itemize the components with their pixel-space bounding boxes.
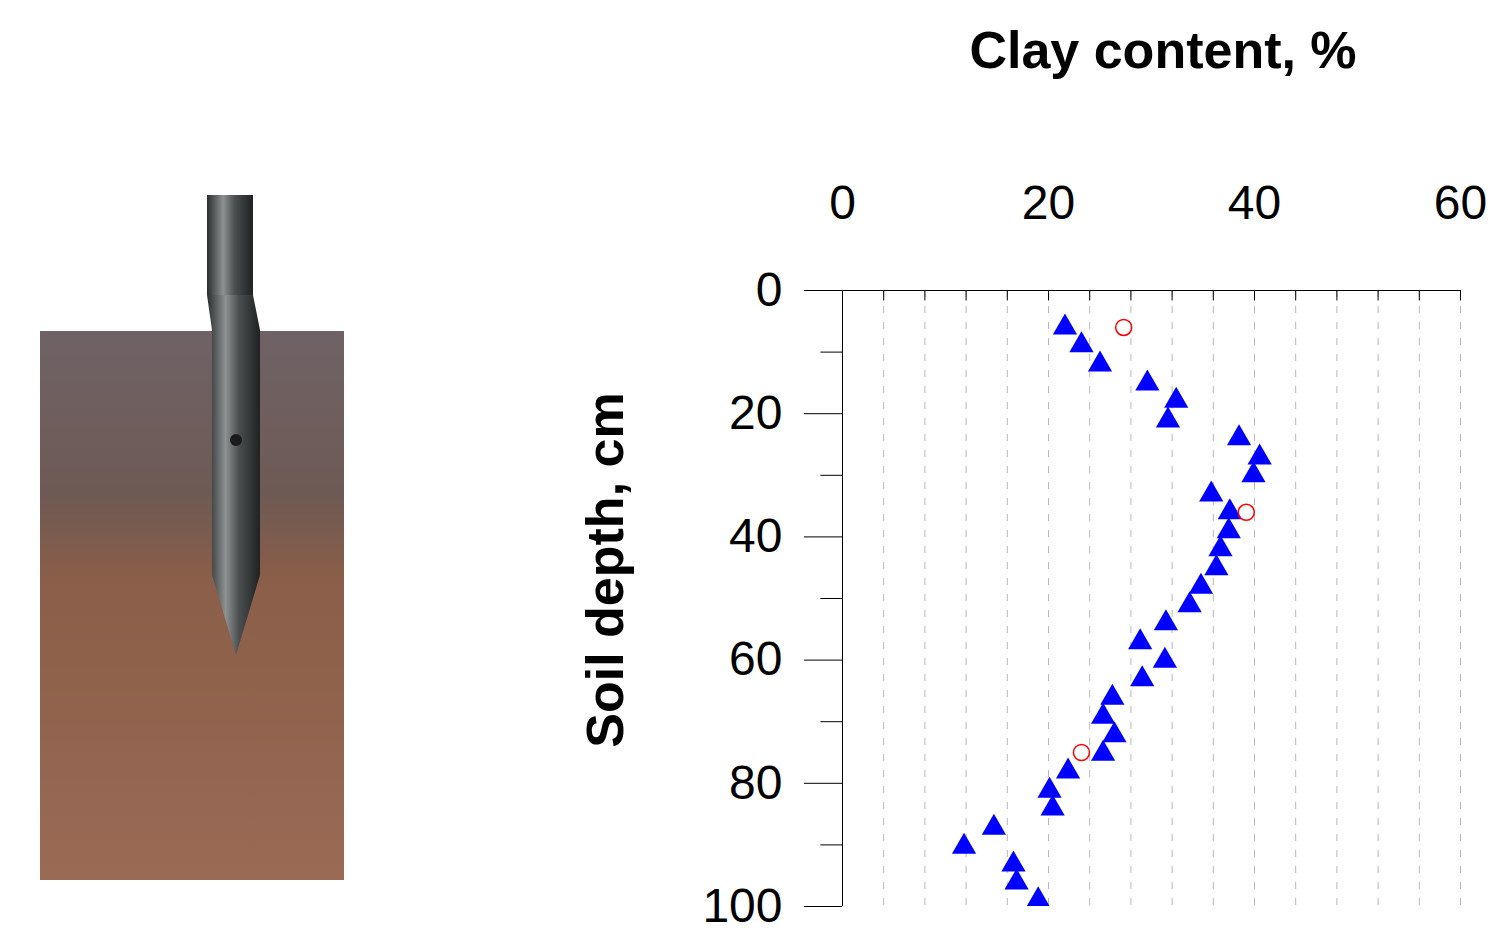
svg-text:40: 40: [729, 509, 782, 562]
svg-text:0: 0: [829, 176, 856, 229]
svg-text:20: 20: [729, 386, 782, 439]
svg-text:40: 40: [1228, 176, 1281, 229]
svg-text:20: 20: [1022, 176, 1075, 229]
svg-text:100: 100: [702, 879, 782, 932]
html-text:Clay content, %: Clay content, %: [969, 21, 1357, 79]
html-text:Soil depth, cm: Soil depth, cm: [576, 392, 634, 748]
svg-text:60: 60: [1434, 176, 1487, 229]
svg-text:80: 80: [729, 756, 782, 809]
svg-text:60: 60: [729, 632, 782, 685]
svg-text:0: 0: [756, 263, 783, 316]
